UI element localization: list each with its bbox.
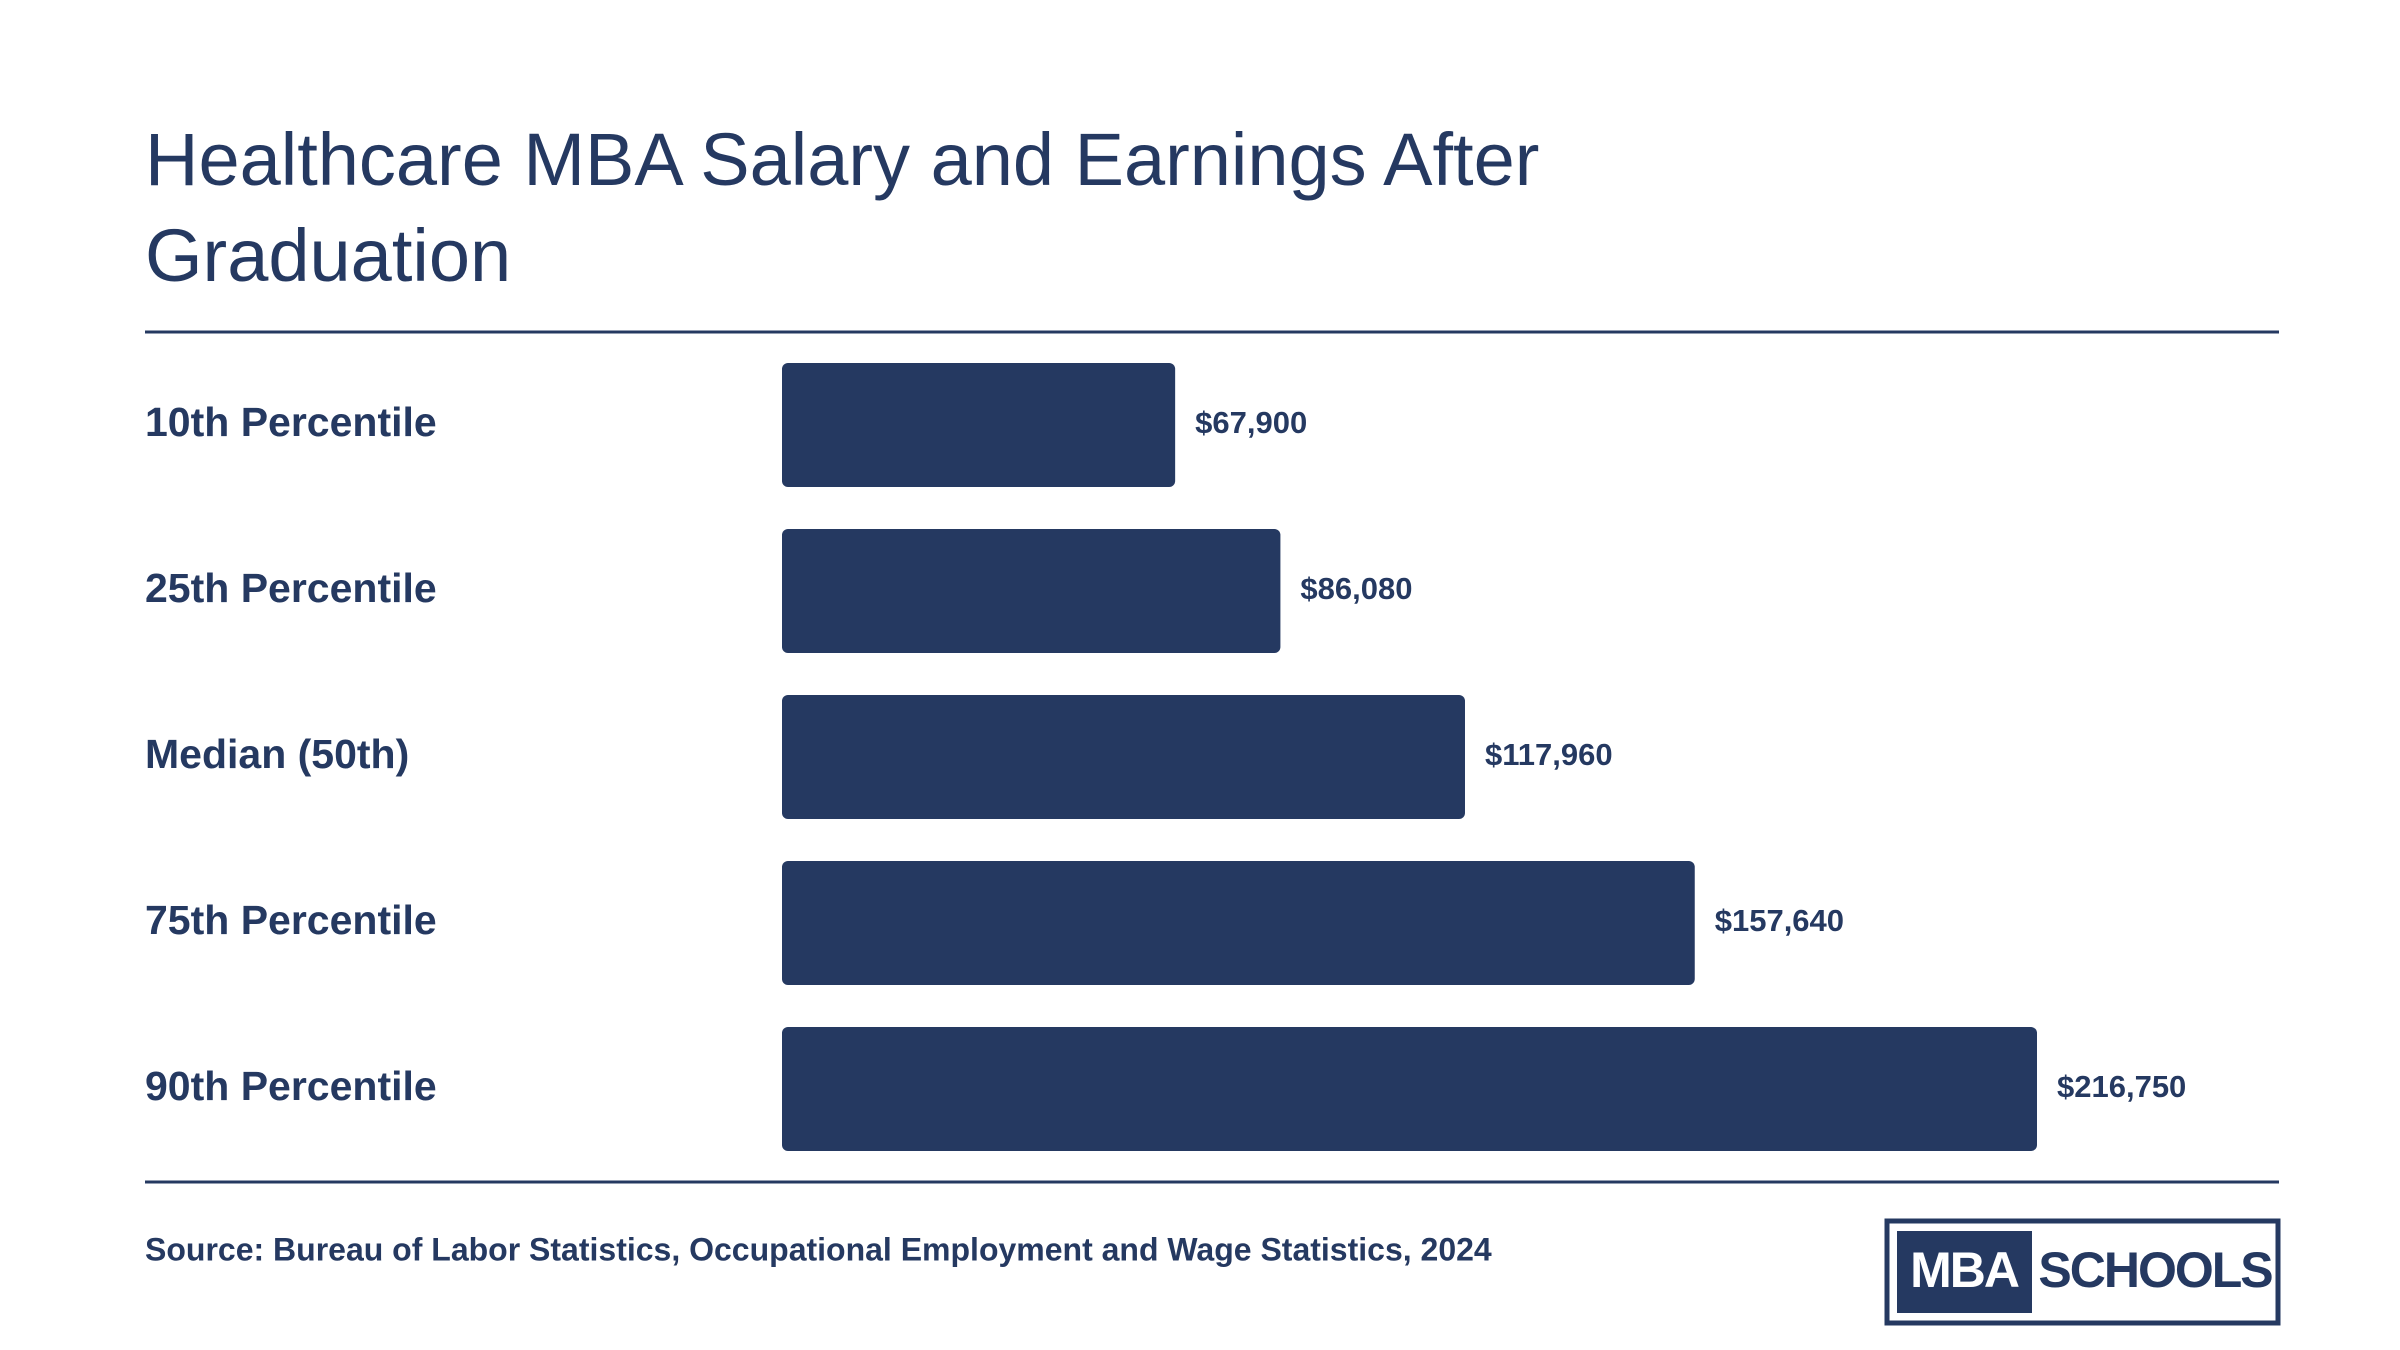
bar <box>782 363 1176 487</box>
category-label: 10th Percentile <box>145 399 437 445</box>
category-label: 90th Percentile <box>145 1063 437 1109</box>
value-label: $67,900 <box>1195 405 1307 440</box>
value-label: $86,080 <box>1300 571 1412 606</box>
value-label: $117,960 <box>1485 737 1613 772</box>
bar <box>782 1027 2037 1151</box>
logo-block <box>1897 1231 2032 1313</box>
source-note: Source: Bureau of Labor Statistics, Occu… <box>145 1231 1492 1267</box>
logo-left: MBA <box>1910 1242 2019 1298</box>
logo-right: SCHOOLS <box>2038 1242 2272 1298</box>
bar <box>782 529 1281 653</box>
bar <box>782 695 1465 819</box>
bar <box>782 861 1695 985</box>
logo-frame <box>1884 1218 2281 1326</box>
category-label: 25th Percentile <box>145 565 437 611</box>
category-label: 75th Percentile <box>145 897 437 943</box>
value-label: $216,750 <box>2057 1069 2186 1104</box>
value-label: $157,640 <box>1715 903 1844 938</box>
chart-title: Healthcare MBA Salary and Earnings After… <box>145 118 1540 297</box>
category-label: Median (50th) <box>145 731 409 777</box>
